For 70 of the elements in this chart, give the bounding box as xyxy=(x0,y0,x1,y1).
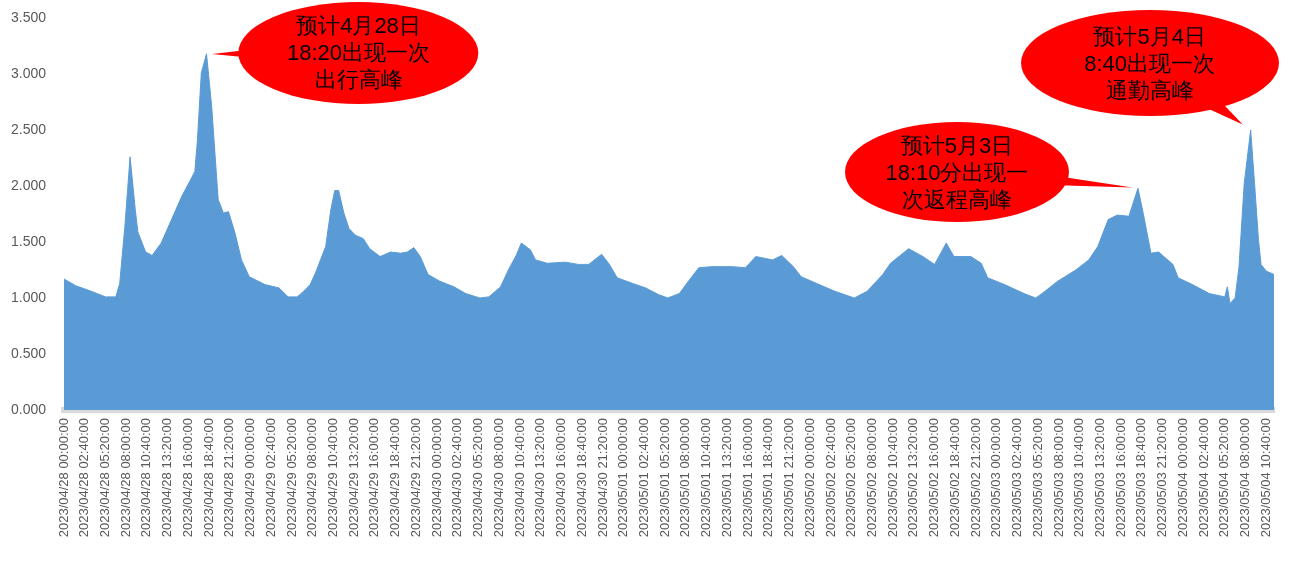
x-tick-label: 2023/05/02 13:20:00 xyxy=(905,418,921,538)
x-tick-label: 2023/04/30 18:40:00 xyxy=(573,418,589,538)
x-tick-label: 2023/05/03 02:40:00 xyxy=(1009,418,1025,538)
x-tick-label: 2023/05/02 05:20:00 xyxy=(843,418,859,538)
x-tick-label: 2023/05/01 16:00:00 xyxy=(739,418,755,538)
x-tick-label: 2023/05/01 05:20:00 xyxy=(656,418,672,538)
y-tick-label: 0.500 xyxy=(10,344,47,361)
x-tick-label: 2023/04/28 18:40:00 xyxy=(200,418,216,538)
x-tick-label: 2023/05/03 18:40:00 xyxy=(1133,418,1149,538)
x-tick-label: 2023/04/28 05:20:00 xyxy=(97,418,113,538)
x-tick-label: 2023/04/28 21:20:00 xyxy=(221,418,237,538)
x-tick-label: 2023/04/30 08:00:00 xyxy=(490,418,506,538)
annotation: 预计4月28日18:20出现一次出行高峰 xyxy=(285,12,432,94)
x-tick-label: 2023/05/02 18:40:00 xyxy=(946,418,962,538)
x-tick-label: 2023/05/02 08:00:00 xyxy=(863,418,879,538)
x-tick-label: 2023/05/04 05:20:00 xyxy=(1216,418,1232,538)
x-tick-label: 2023/05/03 08:00:00 xyxy=(1050,418,1066,538)
x-tick-label: 2023/05/02 02:40:00 xyxy=(822,418,838,538)
annotation: 预计5月3日18:10分出现一次返程高峰 xyxy=(884,131,1030,213)
x-tick-label: 2023/05/04 08:00:00 xyxy=(1237,418,1253,538)
x-tick-label: 2023/04/30 02:40:00 xyxy=(449,418,465,538)
x-tick-label: 2023/05/02 10:40:00 xyxy=(884,418,900,538)
x-tick-label: 2023/05/01 00:00:00 xyxy=(615,418,631,538)
x-tick-label: 2023/05/03 21:20:00 xyxy=(1154,418,1170,538)
y-tick-label: 1.500 xyxy=(10,232,47,249)
x-tick-label: 2023/04/30 16:00:00 xyxy=(553,418,569,538)
x-tick-label: 2023/05/04 10:40:00 xyxy=(1257,418,1273,538)
x-tick-label: 2023/05/01 08:00:00 xyxy=(677,418,693,538)
y-tick-label: 2.000 xyxy=(10,176,47,193)
x-tick-label: 2023/04/29 05:20:00 xyxy=(283,418,299,538)
y-tick-label: 3.000 xyxy=(10,64,47,81)
x-tick-label: 2023/05/01 21:20:00 xyxy=(781,418,797,538)
x-tick-label: 2023/04/30 21:20:00 xyxy=(594,418,610,538)
x-tick-label: 2023/04/29 21:20:00 xyxy=(407,418,423,538)
x-tick-label: 2023/04/29 13:20:00 xyxy=(345,418,361,538)
x-tick-label: 2023/04/28 13:20:00 xyxy=(159,418,175,538)
x-tick-label: 2023/05/04 02:40:00 xyxy=(1195,418,1211,538)
x-tick-label: 2023/04/28 16:00:00 xyxy=(179,418,195,538)
x-tick-label: 2023/04/30 00:00:00 xyxy=(428,418,444,538)
x-tick-label: 2023/05/02 21:20:00 xyxy=(967,418,983,538)
x-tick-label: 2023/05/01 18:40:00 xyxy=(760,418,776,538)
y-tick-label: 1.000 xyxy=(10,288,47,305)
x-tick-label: 2023/04/30 10:40:00 xyxy=(511,418,527,538)
x-tick-label: 2023/05/01 10:40:00 xyxy=(698,418,714,538)
x-tick-label: 2023/04/30 13:20:00 xyxy=(532,418,548,538)
x-tick-label: 2023/05/04 00:00:00 xyxy=(1174,418,1190,538)
x-tick-label: 2023/05/03 10:40:00 xyxy=(1071,418,1087,538)
y-tick-label: 2.500 xyxy=(10,120,47,137)
x-tick-label: 2023/04/28 10:40:00 xyxy=(138,418,154,538)
x-tick-label: 2023/04/29 02:40:00 xyxy=(262,418,278,538)
annotation: 预计5月4日8:40出现一次通勤高峰 xyxy=(1083,22,1217,104)
x-tick-label: 2023/05/01 02:40:00 xyxy=(635,418,651,538)
x-tick-label: 2023/04/28 00:00:00 xyxy=(55,418,71,538)
x-tick-label: 2023/04/30 05:20:00 xyxy=(470,418,486,538)
x-tick-label: 2023/05/02 00:00:00 xyxy=(801,418,817,538)
x-tick-label: 2023/04/28 08:00:00 xyxy=(117,418,133,538)
x-tick-label: 2023/05/03 16:00:00 xyxy=(1112,418,1128,538)
x-tick-label: 2023/04/29 16:00:00 xyxy=(366,418,382,538)
y-tick-label: 3.500 xyxy=(10,8,47,25)
x-tick-label: 2023/05/01 13:20:00 xyxy=(718,418,734,538)
x-tick-label: 2023/05/03 13:20:00 xyxy=(1091,418,1107,538)
x-tick-label: 2023/04/29 10:40:00 xyxy=(325,418,341,538)
x-tick-label: 2023/05/03 00:00:00 xyxy=(988,418,1004,538)
x-tick-label: 2023/04/29 08:00:00 xyxy=(304,418,320,538)
x-tick-label: 2023/05/02 16:00:00 xyxy=(926,418,942,538)
x-tick-label: 2023/05/03 05:20:00 xyxy=(1029,418,1045,538)
x-tick-label: 2023/04/29 00:00:00 xyxy=(242,418,258,538)
x-tick-label: 2023/04/29 18:40:00 xyxy=(387,418,403,538)
x-tick-label: 2023/04/28 02:40:00 xyxy=(76,418,92,538)
y-tick-label: 0.000 xyxy=(10,400,47,417)
